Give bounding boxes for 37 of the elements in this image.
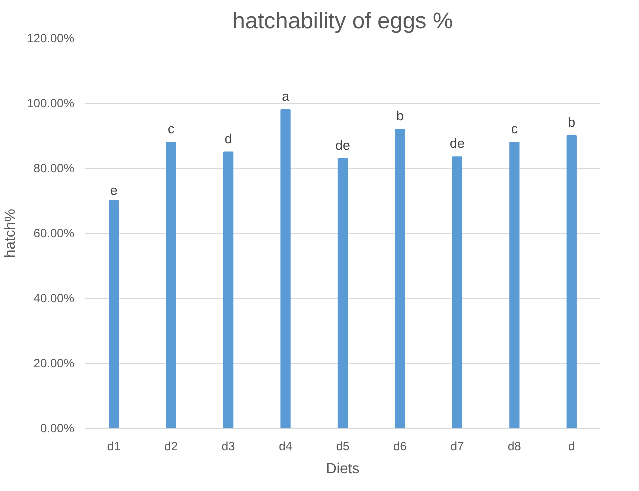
bar bbox=[338, 158, 348, 428]
bar bbox=[452, 156, 463, 428]
bar bbox=[280, 110, 291, 428]
bar bbox=[510, 142, 520, 428]
y-tick-label: 20.00% bbox=[34, 356, 75, 370]
x-tick-label: d1 bbox=[107, 440, 122, 454]
bar bbox=[166, 142, 176, 428]
bar bbox=[566, 136, 577, 428]
bar bbox=[223, 152, 234, 428]
y-tick-label: 120.00% bbox=[27, 32, 75, 46]
data-label: de bbox=[336, 138, 350, 153]
chart-title: hatchability of eggs % bbox=[232, 8, 454, 34]
data-label: e bbox=[110, 183, 118, 198]
x-tick-label: d3 bbox=[222, 440, 236, 454]
data-label: de bbox=[450, 136, 465, 152]
data-label: a bbox=[282, 89, 290, 104]
x-tick-label: d bbox=[568, 440, 576, 454]
x-tick-label: d4 bbox=[279, 440, 293, 454]
bar bbox=[395, 129, 406, 428]
data-label: b bbox=[568, 115, 576, 130]
y-axis-title: hatch% bbox=[3, 209, 20, 258]
x-tick-label: d2 bbox=[164, 440, 178, 454]
bar bbox=[109, 200, 120, 428]
y-tick-label: 60.00% bbox=[34, 226, 75, 240]
data-label: d bbox=[224, 131, 232, 146]
x-axis-title: Diets bbox=[326, 462, 360, 478]
x-tick-label: d8 bbox=[508, 440, 522, 454]
x-tick-label: d6 bbox=[394, 440, 408, 454]
y-tick-label: 100.00% bbox=[27, 96, 75, 110]
y-tick-label: 0.00% bbox=[40, 422, 75, 436]
x-tick-label: d7 bbox=[450, 440, 464, 454]
y-tick-label: 80.00% bbox=[34, 162, 75, 176]
data-label: c bbox=[511, 122, 518, 136]
x-tick-label: d5 bbox=[336, 440, 350, 454]
data-label: b bbox=[396, 108, 404, 124]
y-tick-label: 40.00% bbox=[34, 292, 75, 306]
data-label: c bbox=[168, 122, 175, 136]
